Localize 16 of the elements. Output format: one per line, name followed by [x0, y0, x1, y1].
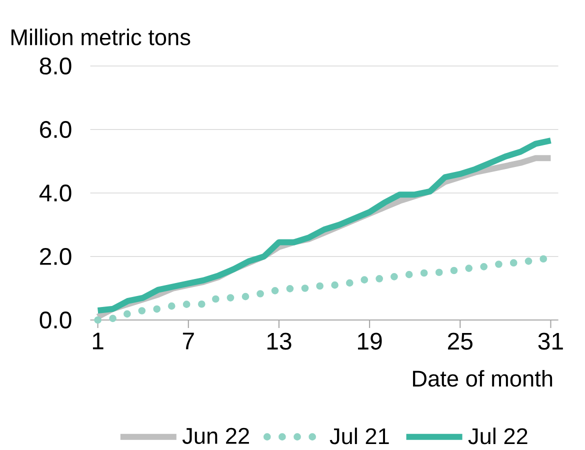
x-tick-label: 1	[92, 332, 104, 350]
legend-label: Jul 22	[468, 428, 528, 444]
y-tick-label: 4.0	[39, 184, 72, 202]
legend-label: Jul 21	[330, 428, 389, 444]
y-tick-label: 6.0	[40, 121, 72, 138]
x-axis-title: Date of month	[413, 370, 552, 387]
x-tick-label: 13	[267, 332, 292, 350]
legend-label: Jun 22	[182, 428, 249, 444]
x-tick-label: 7	[182, 332, 194, 350]
y-axis-title: Million metric tons	[12, 28, 190, 46]
y-tick-label: 8.0	[40, 58, 72, 74]
x-tick-label: 19	[358, 332, 382, 350]
y-tick-label: 0.0	[40, 311, 72, 328]
x-tick-label: 31	[538, 332, 563, 350]
y-tick-label: 2.0	[40, 248, 72, 265]
x-tick-label: 25	[448, 332, 472, 350]
